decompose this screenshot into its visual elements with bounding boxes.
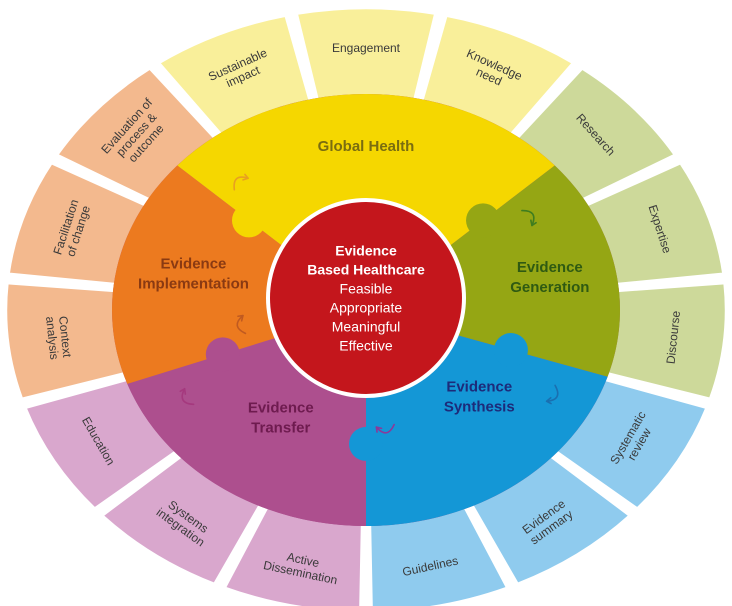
- quadrant-labels: Global Health Evidence Generation Evidence S…: [138, 138, 589, 437]
- center-item-meaningful: Meaningful: [332, 319, 401, 335]
- center-circle-group: Evidence Based Healthcare Feasible Appropri…: [266, 198, 466, 398]
- arrow-implementation: [236, 314, 247, 335]
- cycle-arrows: [179, 173, 559, 434]
- arrow-synthesis: [545, 384, 559, 405]
- outer-segment-engagement: [295, 6, 437, 106]
- outer-segment-label-engagement: Engagement: [332, 41, 401, 55]
- center-title-line-2: Based Healthcare: [307, 262, 425, 278]
- quadrant-label-transfer: Evidence Transfer: [248, 399, 314, 436]
- quadrant-label-generation: Evidence Generation: [510, 259, 589, 296]
- outer-segment-label-discourse: Discourse: [664, 310, 684, 365]
- arrow-implementation-top: [233, 173, 249, 191]
- quadrant-label-global: Global Health: [318, 138, 415, 155]
- knob-purple: [205, 337, 240, 372]
- arrow-transfer: [179, 387, 195, 406]
- center-title-line-1: Evidence: [335, 243, 397, 259]
- center-item-appropriate: Appropriate: [330, 300, 403, 316]
- knob-green: [466, 203, 501, 238]
- knob-blue: [493, 333, 528, 368]
- quadrant-label-implementation: Evidence Implementation: [138, 255, 249, 292]
- knob-yellow: [231, 203, 266, 238]
- center-circle: [270, 202, 462, 394]
- center-item-feasible: Feasible: [340, 281, 393, 297]
- arrow-synthesis-bottom: [375, 423, 395, 434]
- quadrant-label-synthesis: Evidence Synthesis: [444, 379, 515, 416]
- knob-blue-bottom: [349, 426, 383, 461]
- outer-segment-label-context-analysis: Contextanalysis: [43, 314, 74, 360]
- outer-segment-label-facilitation-of-change: Facilitationof change: [50, 198, 93, 261]
- center-item-effective: Effective: [339, 338, 393, 354]
- arrow-generation: [521, 209, 537, 227]
